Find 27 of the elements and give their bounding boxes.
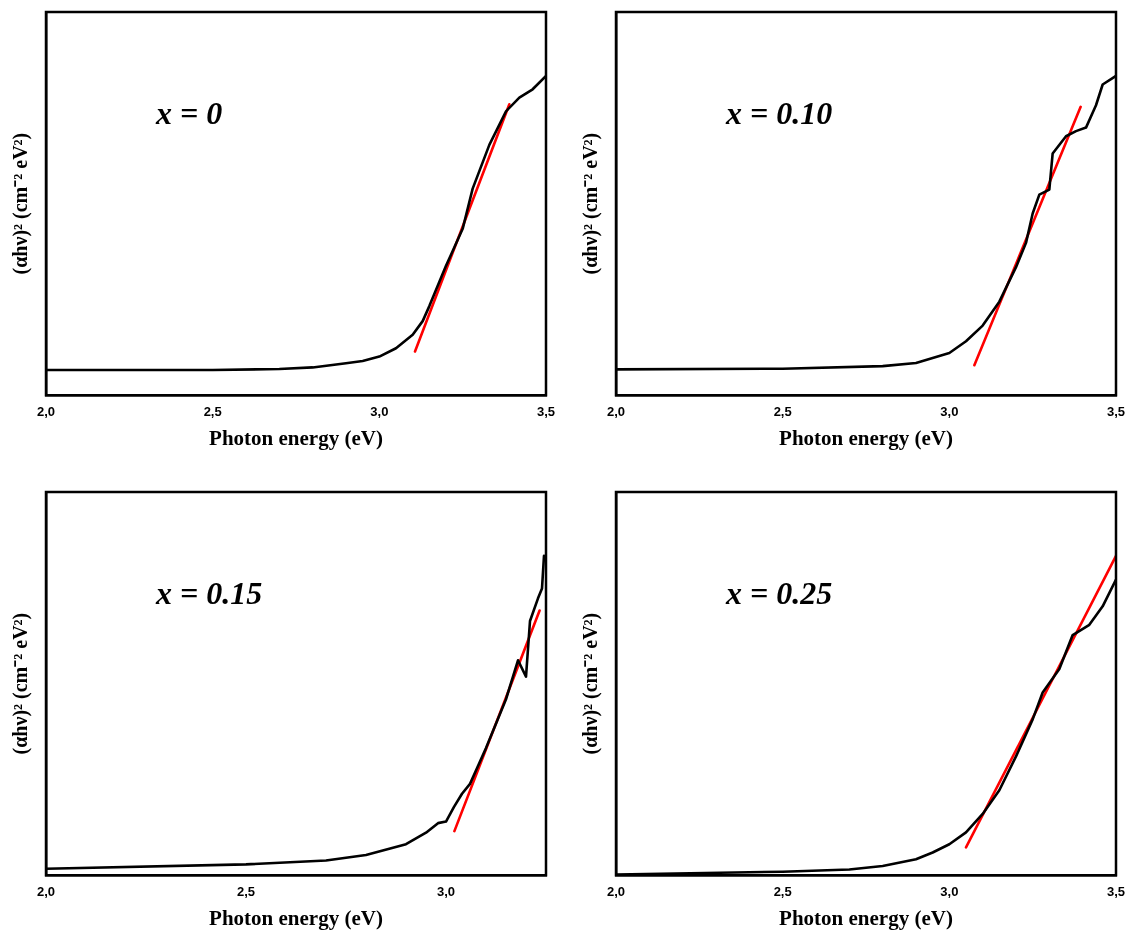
annotation: x = 0.15 [155, 574, 263, 611]
y-axis-title: (αhν)² (cm⁻² eV²) [579, 132, 603, 275]
x-tick-label: 2,0 [36, 403, 56, 419]
x-tick-label: 2,0 [36, 883, 56, 899]
x-axis-title: Photon energy (eV) [209, 905, 383, 930]
x-tick-label: 3,0 [436, 883, 456, 899]
x-tick-label: 3,0 [370, 403, 389, 419]
x-tick-label: 2,5 [773, 883, 792, 899]
annotation: x = 0.10 [725, 94, 833, 131]
x-tick-label: 3,0 [940, 883, 959, 899]
x-tick-label: 3,5 [1106, 883, 1126, 899]
y-axis-title: (αhν)² (cm⁻² eV²) [9, 132, 33, 275]
x-axis-title: Photon energy (eV) [779, 425, 953, 450]
x-tick-label: 2,5 [236, 883, 256, 899]
y-axis-title: (αhν)² (cm⁻² eV²) [579, 612, 603, 755]
y-axis-title: (αhν)² (cm⁻² eV²) [9, 612, 33, 755]
annotation: x = 0 [155, 94, 223, 131]
x-tick-label: 3,5 [536, 403, 556, 419]
x-tick-label: 3,0 [940, 403, 959, 419]
x-axis-title: Photon energy (eV) [779, 905, 953, 930]
x-tick-label: 3,5 [1106, 403, 1126, 419]
x-tick-label: 2,5 [203, 403, 222, 419]
x-tick-label: 2,0 [606, 883, 626, 899]
x-axis-title: Photon energy (eV) [209, 425, 383, 450]
annotation: x = 0.25 [725, 574, 833, 611]
x-tick-label: 2,5 [773, 403, 792, 419]
x-tick-label: 2,0 [606, 403, 626, 419]
